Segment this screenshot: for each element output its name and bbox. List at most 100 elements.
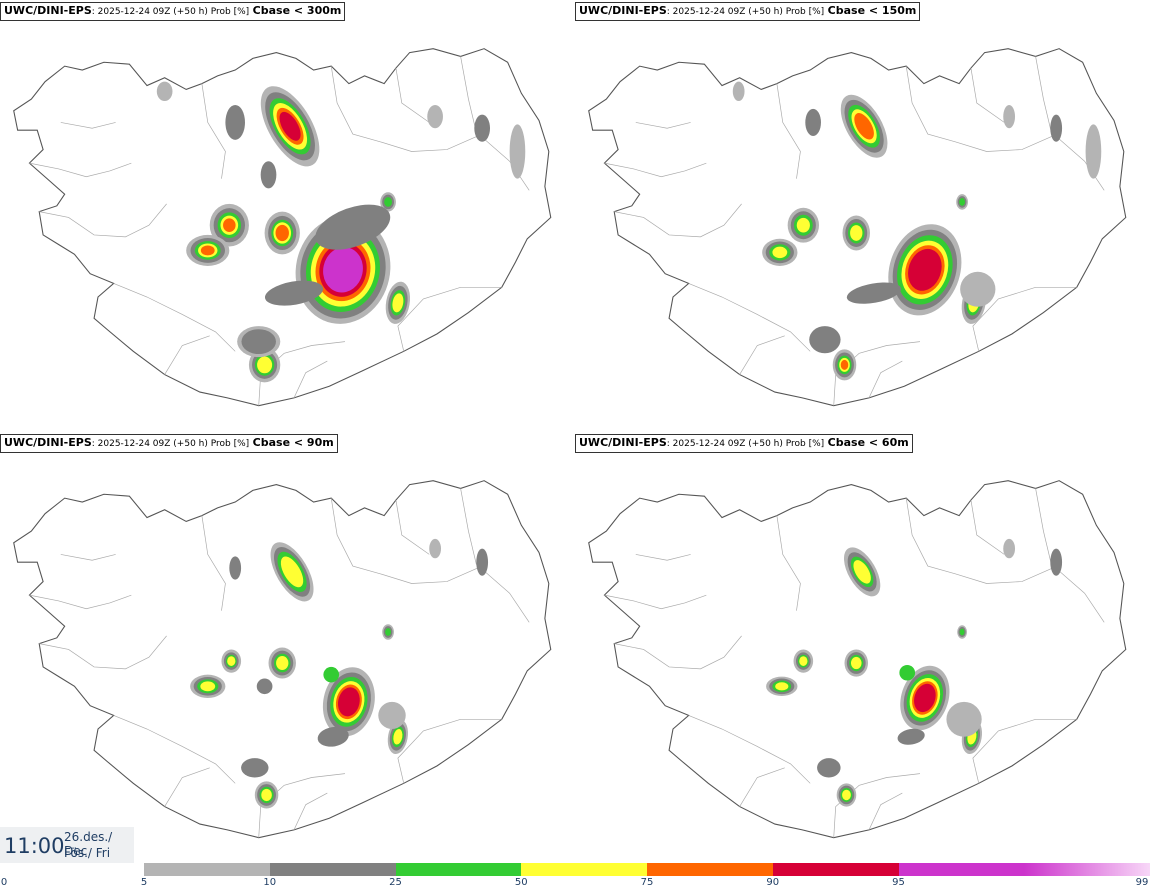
threshold-label: Cbase < 150m (827, 4, 917, 17)
probability-contour (385, 628, 392, 636)
boundary-line (60, 122, 116, 129)
boundary-line (635, 122, 691, 129)
probability-contour (261, 788, 272, 802)
probability-contour (225, 104, 245, 140)
probability-contour (799, 656, 808, 666)
legend-swatch (1024, 863, 1150, 876)
boundary-line (833, 341, 921, 406)
boundary-line (868, 360, 903, 399)
boundary-line (905, 498, 1058, 584)
boundary-line (739, 767, 785, 807)
probability-contour (796, 217, 810, 233)
probability-contour (276, 656, 289, 671)
boundary-line (39, 203, 167, 238)
map-panel-90m: UWC/DINI-EPS: 2025-12-24 09Z (+50 h) Pro… (0, 432, 575, 864)
threshold-label: Cbase < 90m (252, 436, 334, 449)
boundary-line (868, 792, 903, 831)
probability-contour (227, 656, 236, 666)
probability-contour (241, 329, 276, 355)
probability-contour (260, 161, 277, 189)
probability-contour (846, 282, 901, 304)
legend-swatch (521, 863, 648, 876)
boundary-line (970, 68, 1005, 123)
boundary-line (776, 83, 801, 179)
boundary-line (776, 515, 801, 611)
iceland-map (13, 480, 552, 839)
probability-contour (279, 111, 301, 141)
boundary-line (164, 767, 210, 807)
boundary-line (201, 83, 226, 179)
probability-contour (474, 114, 490, 142)
probability-contour (1050, 548, 1063, 576)
probability-contour (275, 224, 289, 242)
panel-title: UWC/DINI-EPS: 2025-12-24 09Z (+50 h) Pro… (575, 2, 921, 21)
probability-contour (960, 271, 996, 307)
probability-contour (337, 687, 360, 717)
iceland-map (588, 48, 1127, 407)
boundary-line (293, 360, 328, 399)
legend-swatch (647, 863, 774, 876)
valid-date: 26.des./ Dec (64, 830, 113, 858)
panel-title: UWC/DINI-EPS: 2025-12-24 09Z (+50 h) Pro… (0, 2, 346, 21)
probability-contour (772, 246, 788, 259)
probability-contour (229, 556, 242, 580)
probability-contour (427, 104, 443, 129)
boundary-line (258, 341, 346, 406)
run-meta: : 2025-12-24 09Z (+50 h) Prob [%] (91, 439, 250, 449)
probability-contour (809, 326, 841, 354)
valid-time-box: 11:00 26.des./ Dec Fös./ Fri (0, 827, 134, 863)
legend-tick-label: 0 (0, 877, 8, 888)
threshold-label: Cbase < 300m (252, 4, 342, 17)
probability-contour (1085, 124, 1102, 179)
boundary-line (397, 286, 502, 352)
boundary-line (688, 283, 811, 352)
probability-contour (1003, 538, 1016, 559)
probability-contour (897, 728, 925, 745)
legend-tick-label: 75 (640, 877, 654, 888)
boundary-line (833, 773, 921, 838)
boundary-line (113, 283, 236, 352)
probability-contour (853, 560, 871, 584)
probability-contour (805, 108, 821, 136)
probability-contour (908, 248, 942, 291)
coastline-group (588, 48, 1127, 407)
boundary-line (164, 335, 210, 375)
boundary-line (60, 554, 116, 561)
iceland-map (588, 480, 1127, 839)
probability-contour (264, 280, 324, 306)
probability-contour (732, 81, 745, 102)
coastline-group (588, 480, 1127, 839)
probability-color-bar (144, 863, 1150, 876)
legend-tick-label: 90 (766, 877, 780, 888)
valid-time-clock: 11:00 (4, 834, 65, 858)
probability-contour (914, 683, 936, 713)
probability-contour (392, 293, 404, 313)
valid-weekday: Fös./ Fri (64, 846, 111, 860)
panel-title: UWC/DINI-EPS: 2025-12-24 09Z (+50 h) Pro… (575, 434, 913, 453)
probability-contour (854, 113, 874, 140)
probability-contour (817, 758, 841, 778)
run-meta: : 2025-12-24 09Z (+50 h) Prob [%] (91, 7, 250, 17)
legend-tick-label: 5 (140, 877, 148, 888)
boundary-line (614, 203, 742, 238)
probability-contour (156, 81, 173, 102)
boundary-line (397, 718, 502, 784)
boundary-line (258, 773, 346, 838)
coastline-group (13, 480, 552, 839)
legend-tick-label: 50 (514, 877, 528, 888)
legend-swatch (772, 863, 899, 876)
probability-contour (899, 664, 916, 681)
run-meta: : 2025-12-24 09Z (+50 h) Prob [%] (666, 7, 825, 17)
probability-contour (384, 197, 392, 207)
probability-contour (241, 758, 269, 778)
threshold-label: Cbase < 60m (827, 436, 909, 449)
probability-contour (1050, 114, 1063, 142)
boundary-line (460, 488, 530, 623)
legend-tick-label: 99 (1135, 877, 1149, 888)
probability-contour (850, 225, 863, 241)
model-name: UWC/DINI-EPS (4, 4, 92, 17)
probability-contour (223, 218, 236, 233)
legend-swatch (144, 863, 271, 876)
map-panel-300m: UWC/DINI-EPS: 2025-12-24 09Z (+50 h) Pro… (0, 0, 575, 432)
probability-contour (200, 245, 215, 256)
